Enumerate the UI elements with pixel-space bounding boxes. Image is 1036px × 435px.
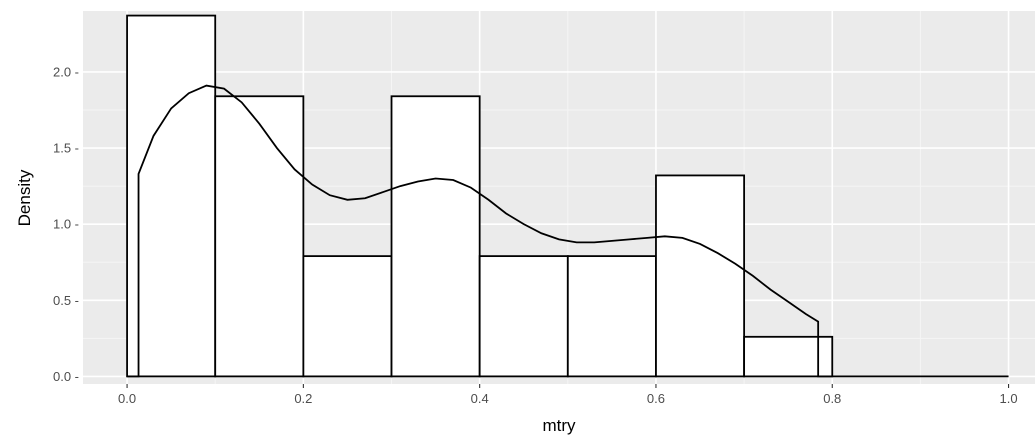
histogram-bar bbox=[126, 14, 217, 378]
histogram-bar bbox=[302, 255, 393, 378]
y-axis: 0.0 - 0.5 - 1.0 - 1.5 - 2.0 - bbox=[53, 64, 79, 383]
y-tick-label: 0.0 - bbox=[53, 369, 79, 384]
histogram-bar bbox=[214, 95, 305, 378]
x-axis-title: mtry bbox=[542, 416, 576, 435]
x-tick-label: 0.8 bbox=[823, 391, 841, 406]
x-tick-label: 0.0 bbox=[118, 391, 136, 406]
y-tick-label: 1.0 - bbox=[53, 217, 79, 232]
density-curve bbox=[127, 84, 1009, 378]
histogram-bar bbox=[478, 255, 569, 378]
x-axis: 0.0 0.2 0.4 0.6 0.8 1.0 bbox=[118, 384, 1018, 406]
y-tick-label: 1.5 - bbox=[53, 141, 79, 156]
y-axis-title: Density bbox=[15, 169, 34, 226]
y-tick-label: 0.5 - bbox=[53, 293, 79, 308]
x-tick-label: 0.2 bbox=[294, 391, 312, 406]
x-tick-label: 0.6 bbox=[647, 391, 665, 406]
histogram-bar bbox=[390, 95, 481, 378]
y-tick-label: 2.0 - bbox=[53, 64, 79, 79]
histogram-bar bbox=[655, 174, 746, 378]
x-tick-label: 1.0 bbox=[1000, 391, 1018, 406]
x-tick-label: 0.4 bbox=[471, 391, 489, 406]
histogram-bar bbox=[566, 255, 657, 378]
histogram-bars bbox=[126, 14, 834, 378]
